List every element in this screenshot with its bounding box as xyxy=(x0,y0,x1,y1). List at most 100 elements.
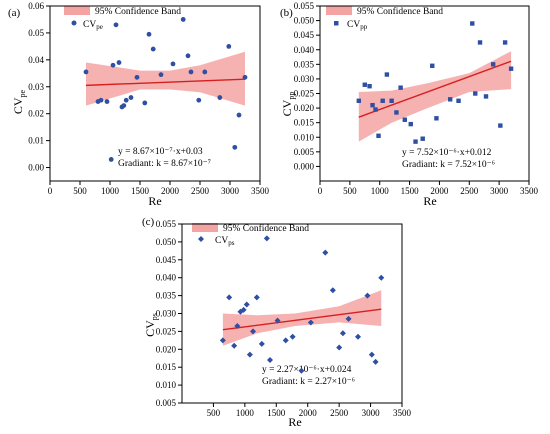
x-tick-label: 3000 xyxy=(490,186,509,196)
y-tick-label: 0.025 xyxy=(294,89,315,99)
data-point xyxy=(236,112,242,118)
x-axis-label: Re xyxy=(288,415,301,429)
panel-label: (c) xyxy=(142,216,155,228)
data-point xyxy=(373,107,378,112)
data-point xyxy=(185,53,191,59)
legend-series-main: CV xyxy=(215,236,228,246)
data-point xyxy=(188,69,194,75)
confidence-band xyxy=(358,51,512,142)
y-tick-label: 0.045 xyxy=(156,255,177,265)
y-tick-label: 0.040 xyxy=(294,45,315,55)
data-point xyxy=(219,337,226,344)
legend-series-label: CVps xyxy=(215,236,235,247)
data-point xyxy=(234,323,241,330)
data-point xyxy=(196,97,202,103)
data-point xyxy=(376,133,381,138)
data-point xyxy=(345,315,352,322)
x-tick-label: 3000 xyxy=(221,186,240,196)
x-tick-label: 2500 xyxy=(460,186,479,196)
legend-band-label: 95% Confidence Band xyxy=(223,223,309,234)
data-point xyxy=(142,100,148,106)
x-axis-label: Re xyxy=(423,194,436,208)
legend-series-label: CVpp xyxy=(347,20,368,31)
data-point xyxy=(258,340,265,347)
x-tick-label: 500 xyxy=(343,186,357,196)
confidence-band xyxy=(222,290,382,346)
y-tick-label: 0.055 xyxy=(294,1,315,11)
panel-a: (a) CVpe Re 95% Confidence Band CVpe y =… xyxy=(8,1,270,208)
y-axis-label: CVps xyxy=(143,313,159,337)
x-tick-label: 3500 xyxy=(393,408,412,418)
legend: 95% Confidence Band CVpe xyxy=(64,6,181,31)
y-tick-label: 0.005 xyxy=(294,147,315,157)
data-point xyxy=(394,110,399,115)
data-point xyxy=(384,72,390,77)
data-point xyxy=(242,74,248,80)
legend-marker xyxy=(334,21,339,26)
data-point xyxy=(108,157,114,162)
y-tick-label: 0.030 xyxy=(294,74,315,84)
data-point xyxy=(329,287,336,294)
data-point xyxy=(232,144,238,150)
confidence-band xyxy=(86,51,245,106)
y-tick-label: 0.020 xyxy=(156,344,177,354)
x-tick-label: 500 xyxy=(73,186,87,196)
data-point xyxy=(368,351,375,358)
data-point xyxy=(389,98,394,103)
x-axis-label: Re xyxy=(148,194,161,208)
x-tick-label: 1500 xyxy=(131,186,150,196)
data-point xyxy=(274,317,281,324)
data-point xyxy=(298,367,305,374)
data-point xyxy=(170,61,176,67)
data-point xyxy=(473,91,478,96)
fit-gradient: Gradiant: k = 7.52×10⁻⁶ xyxy=(402,160,495,170)
data-point xyxy=(180,17,186,22)
y-tick-label: 0.045 xyxy=(294,30,315,40)
legend-series-sub: pe xyxy=(96,23,103,31)
legend-series-sub: pp xyxy=(360,23,368,31)
y-axis-label: CVpe xyxy=(11,89,27,114)
data-point xyxy=(104,99,110,104)
legend-series-main: CV xyxy=(83,20,96,30)
data-point xyxy=(146,31,152,37)
fit-equation: y = 7.52×10⁻⁶·x+0.012 xyxy=(402,148,492,158)
data-point xyxy=(240,306,247,313)
data-point xyxy=(355,333,361,340)
y-tick-label: 0.00 xyxy=(28,163,44,173)
x-tick-label: 1000 xyxy=(371,186,390,196)
panel-b: (b) CVpp Re 95% Confidence Band CVpp y =… xyxy=(280,1,539,208)
data-point xyxy=(434,116,439,121)
data-point xyxy=(217,95,223,100)
data-point xyxy=(413,139,418,144)
data-point xyxy=(110,62,116,68)
fit-line xyxy=(358,60,512,118)
data-point xyxy=(402,117,407,122)
y-tick-label: 0.010 xyxy=(156,380,177,390)
panel-label: (a) xyxy=(8,7,21,19)
data-point xyxy=(356,98,362,103)
fit-gradient: Gradiant: k = 2.27×10⁻⁶ xyxy=(262,377,355,387)
x-tick-label: 1500 xyxy=(267,408,286,418)
y-tick-label: 0.005 xyxy=(156,398,177,408)
legend: 95% Confidence Band CVps xyxy=(192,223,309,247)
data-point xyxy=(420,136,425,141)
data-point xyxy=(98,97,104,103)
y-tick-label: 0.06 xyxy=(28,1,44,11)
legend-series-label: CVpe xyxy=(83,20,103,31)
data-point xyxy=(372,358,379,365)
y-tick-label: 0.02 xyxy=(28,109,44,119)
data-point xyxy=(502,40,508,45)
y-tick-label: 0.025 xyxy=(156,326,177,336)
legend-series-sub: ps xyxy=(228,239,235,247)
x-tick-label: 0 xyxy=(48,186,53,196)
data-point xyxy=(250,328,257,335)
fit-equation: y = 8.67×10⁻⁷·x+0.03 xyxy=(118,147,203,157)
x-tick-label: 2000 xyxy=(161,186,180,196)
data-point xyxy=(380,98,385,103)
data-point xyxy=(408,121,413,127)
y-tick-label: 0.01 xyxy=(28,136,44,146)
data-point xyxy=(128,95,134,100)
data-point xyxy=(83,69,89,75)
legend-marker xyxy=(71,20,77,26)
